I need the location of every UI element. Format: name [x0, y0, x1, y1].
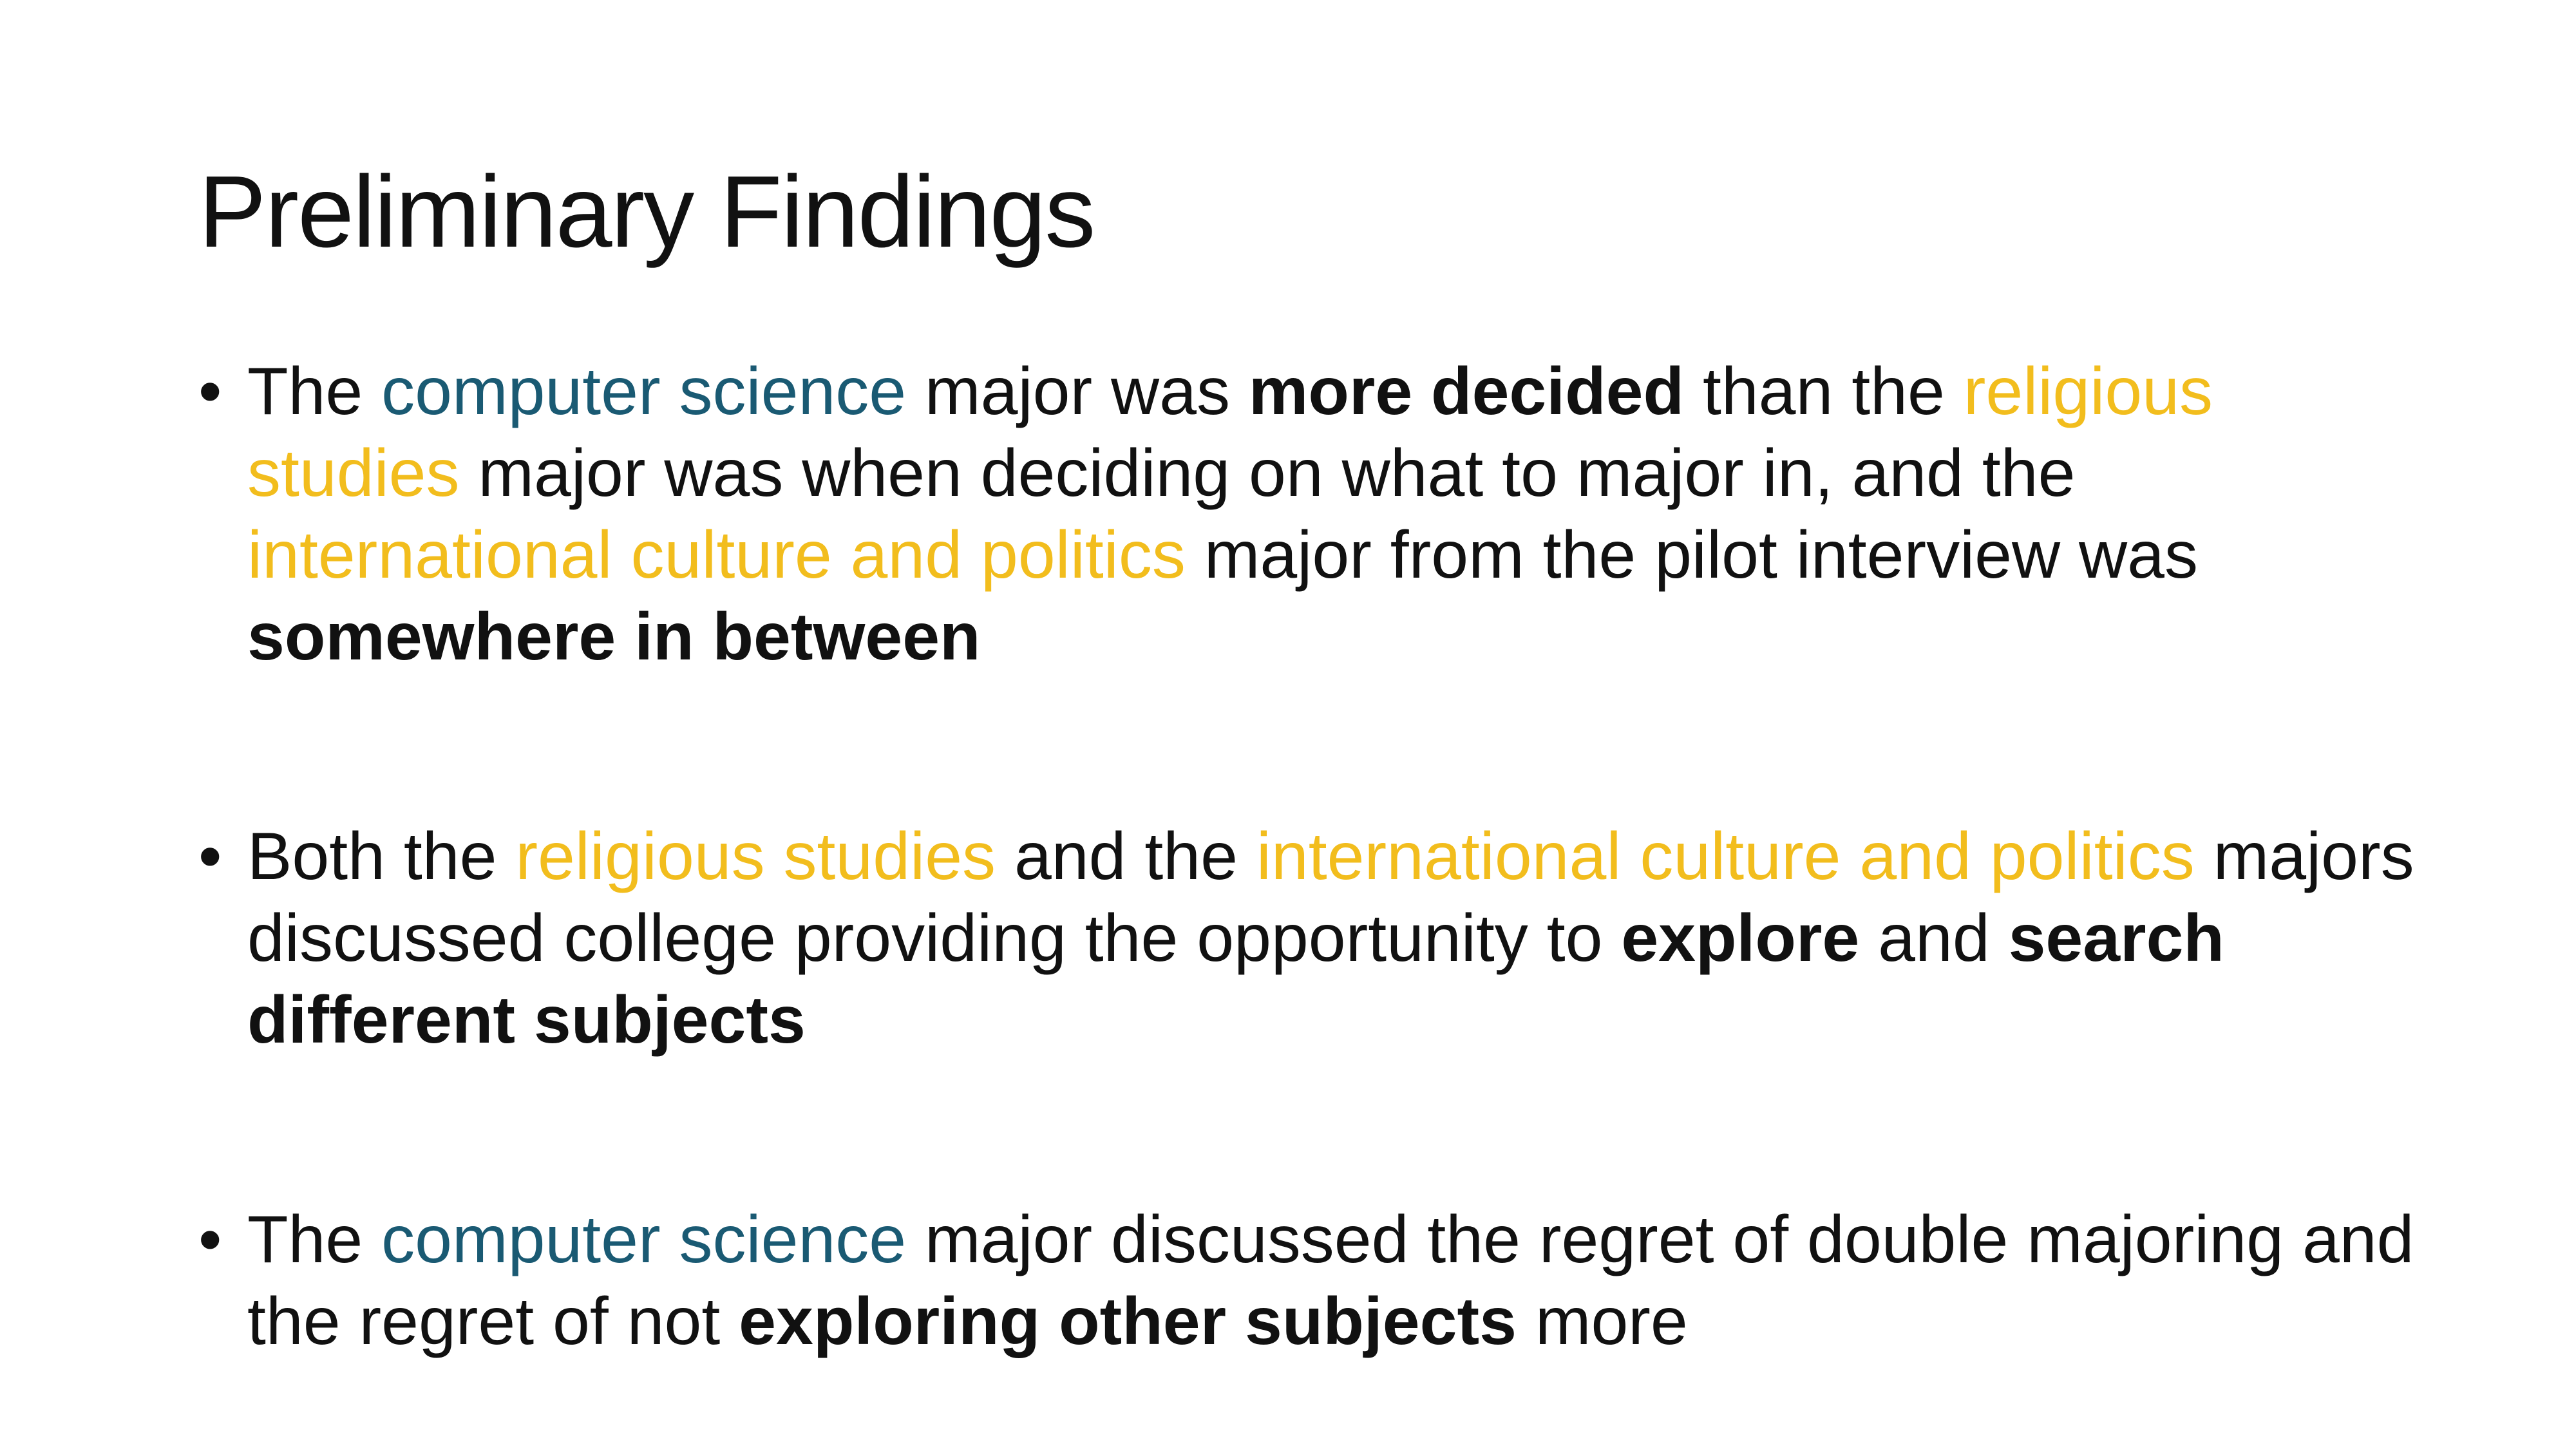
- bullet-text: The: [247, 1202, 382, 1277]
- highlight-computer-science: computer science: [381, 354, 907, 429]
- bullet-text: major was: [906, 354, 1249, 429]
- bullet-text: majors discussed college providing the o…: [247, 819, 2414, 976]
- highlight-international-culture-politics: international culture and politics: [1256, 819, 2195, 894]
- slide-title: Preliminary Findings: [198, 155, 1095, 269]
- highlight-computer-science: computer science: [381, 1202, 907, 1277]
- highlight-international-culture-politics: international culture and politics: [247, 518, 1186, 592]
- emphasis-exploring-other-subjects: exploring other subjects: [739, 1284, 1517, 1359]
- bullet-text: The: [247, 354, 382, 429]
- emphasis-somewhere-in-between: somewhere in between: [247, 600, 981, 674]
- bullet-text: major was when deciding on what to major…: [459, 436, 2076, 511]
- bullet-text: major from the pilot interview was: [1185, 518, 2198, 592]
- bullet-dot: •: [198, 1202, 222, 1277]
- bullet-text: than the: [1684, 354, 1964, 429]
- highlight-religious-studies: religious studies: [247, 354, 2213, 511]
- emphasis-search-different-subjects: search different subjects: [247, 901, 2224, 1057]
- bullet-text: Both the: [247, 819, 516, 894]
- bullet-item: • Both the religious studies and the inte…: [193, 816, 2434, 1061]
- bullet-dot: •: [198, 354, 222, 429]
- bullet-text: and: [1859, 901, 2009, 976]
- bullet-text: and the: [996, 819, 1256, 894]
- bullet-item: • The computer science major was more dec…: [193, 351, 2434, 678]
- emphasis-explore: explore: [1621, 901, 1860, 976]
- bullet-dot: •: [198, 819, 222, 894]
- bullet-item: • The computer science major discussed th…: [193, 1199, 2434, 1363]
- bullet-list: • The computer science major was more dec…: [193, 351, 2434, 1363]
- highlight-religious-studies: religious studies: [515, 819, 996, 894]
- bullet-text: major discussed the regret of double maj…: [247, 1202, 2414, 1359]
- bullet-text: more: [1516, 1284, 1688, 1359]
- emphasis-more-decided: more decided: [1248, 354, 1685, 429]
